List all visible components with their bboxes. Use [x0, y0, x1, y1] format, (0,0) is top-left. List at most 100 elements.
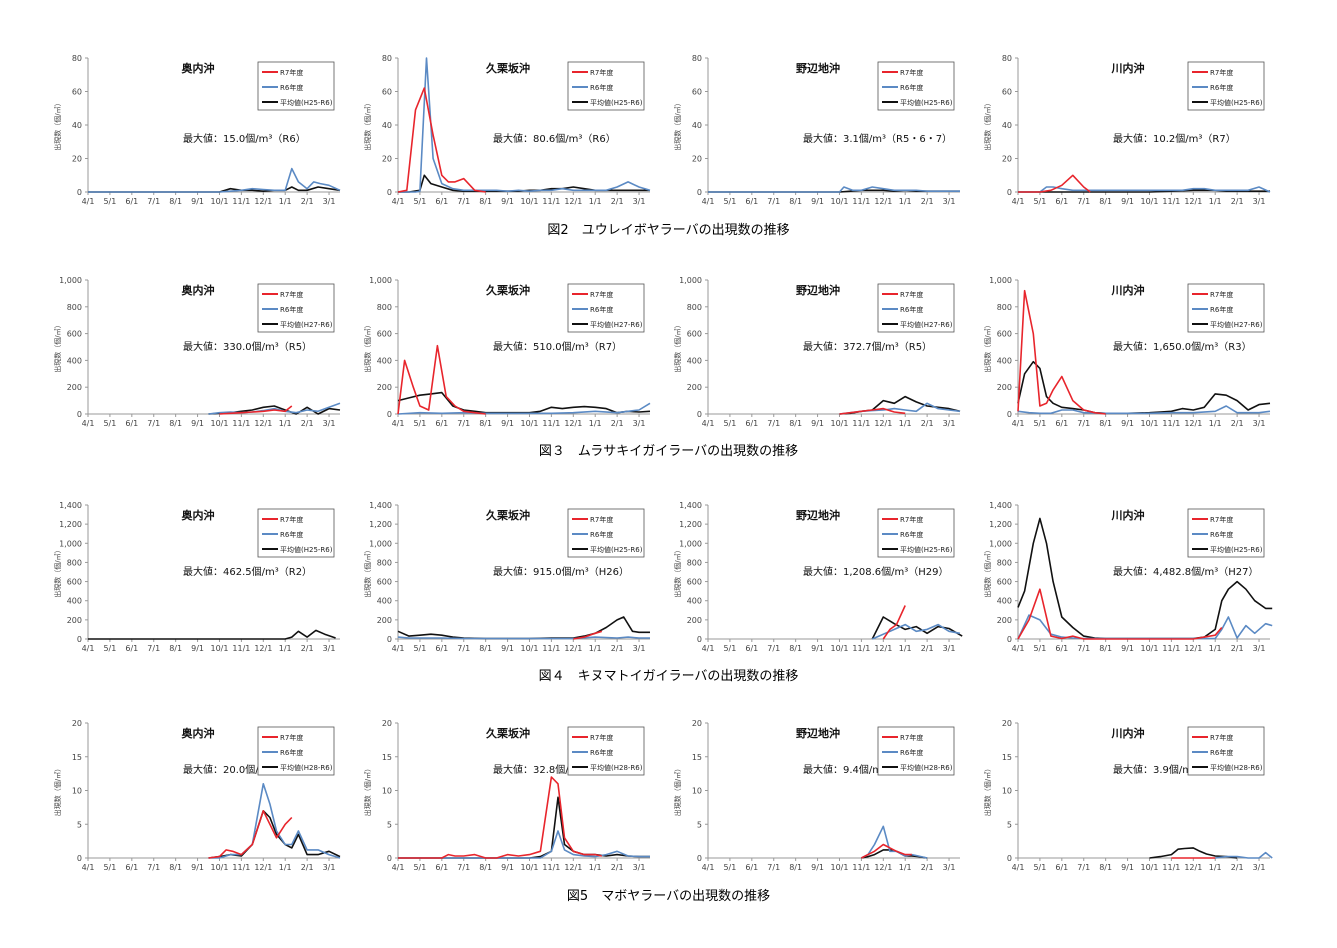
x-tick-label: 1/1 — [279, 419, 292, 428]
x-tick-label: 11/1 — [1162, 863, 1180, 872]
y-tick-label: 1,000 — [679, 539, 702, 548]
chart-panel: 0 20 40 60 80 4/1 5/1 6/1 7/1 8/1 9/1 10/1 11/1 12/1 1… — [983, 54, 1271, 206]
x-tick-label: 11/1 — [232, 197, 250, 206]
y-tick-label: 60 — [382, 88, 392, 97]
legend-r6-label: R6年度 — [590, 83, 613, 92]
chart-panel: 0 20 40 60 80 4/1 5/1 6/1 7/1 8/1 9/1 10/1 11/1 12/1 1… — [53, 54, 341, 206]
y-tick-label: 1,400 — [989, 501, 1012, 510]
x-tick-label: 11/1 — [232, 419, 250, 428]
legend-r7-label: R7年度 — [280, 733, 303, 742]
series-r6-line — [708, 186, 960, 193]
legend-r6-label: R6年度 — [1210, 748, 1233, 757]
x-tick-label: 8/1 — [789, 644, 802, 653]
legend-avg-label: 平均値(H27-R6) — [280, 320, 333, 329]
x-tick-label: 7/1 — [767, 863, 780, 872]
y-tick-label: 40 — [72, 121, 82, 130]
x-tick-label: 12/1 — [1184, 644, 1202, 653]
x-tick-label: 10/1 — [210, 863, 228, 872]
x-tick-label: 3/1 — [633, 419, 646, 428]
x-tick-label: 5/1 — [723, 197, 736, 206]
x-tick-label: 5/1 — [103, 197, 116, 206]
y-tick-label: 5 — [387, 820, 392, 829]
series-avg-line — [398, 796, 650, 859]
x-tick-label: 11/1 — [542, 419, 560, 428]
legend-r7-label: R7年度 — [590, 515, 613, 524]
y-tick-label: 10 — [692, 787, 702, 796]
x-tick-label: 8/1 — [169, 644, 182, 653]
series-r6-line — [1017, 614, 1273, 640]
x-tick-label: 2/1 — [301, 644, 314, 653]
legend-avg-label: 平均値(H25-R6) — [900, 545, 953, 554]
x-tick-label: 3/1 — [323, 644, 336, 653]
series-avg-line — [1017, 360, 1271, 415]
x-tick-label: 1/1 — [1209, 197, 1222, 206]
x-tick-label: 3/1 — [323, 197, 336, 206]
x-tick-label: 6/1 — [435, 197, 448, 206]
x-tick-label: 4/1 — [702, 419, 715, 428]
legend-r6-label: R6年度 — [900, 83, 923, 92]
legend-avg-label: 平均値(H27-R6) — [590, 320, 643, 329]
y-tick-label: 800 — [377, 558, 392, 567]
chart-title: 川内沖 — [1111, 61, 1145, 75]
chart-panel: 0 200 400 600 800 1,000 1,200 1,400 4/1 5/1 6/1 7/1… — [53, 501, 340, 653]
x-tick-label: 7/1 — [457, 863, 470, 872]
series-r7-line — [397, 87, 486, 193]
x-tick-label: 3/1 — [323, 863, 336, 872]
max-value-label: 最大値：1,208.6個/m³（H29） — [803, 565, 949, 578]
x-tick-label: 7/1 — [767, 644, 780, 653]
x-tick-label: 4/1 — [392, 863, 405, 872]
x-tick-label: 4/1 — [392, 197, 405, 206]
y-axis-label: 出現数（個/㎥） — [983, 321, 992, 372]
x-tick-label: 10/1 — [830, 644, 848, 653]
x-tick-label: 4/1 — [1012, 863, 1025, 872]
x-tick-label: 10/1 — [210, 419, 228, 428]
series-r6-line — [861, 825, 928, 859]
y-axis-label: 出現数（個/㎥） — [983, 765, 992, 816]
x-tick-label: 3/1 — [633, 644, 646, 653]
chart-title: 奥内沖 — [181, 283, 215, 297]
y-tick-label: 10 — [1002, 787, 1012, 796]
x-tick-label: 3/1 — [943, 197, 956, 206]
x-tick-label: 12/1 — [564, 197, 582, 206]
x-tick-label: 11/1 — [852, 863, 870, 872]
series-avg-line — [397, 391, 651, 414]
legend-r6-label: R6年度 — [900, 305, 923, 314]
y-tick-label: 1,400 — [59, 501, 82, 510]
x-tick-label: 3/1 — [1253, 419, 1266, 428]
chart-title: 奥内沖 — [181, 508, 215, 522]
chart-panel: 0 20 40 60 80 4/1 5/1 6/1 7/1 8/1 9/1 10/1 11/1 12/1 1… — [363, 54, 651, 206]
x-tick-label: 8/1 — [169, 197, 182, 206]
x-tick-label: 6/1 — [745, 197, 758, 206]
x-tick-label: 9/1 — [501, 863, 514, 872]
x-tick-label: 2/1 — [1231, 863, 1244, 872]
x-tick-label: 8/1 — [479, 197, 492, 206]
series-r7-line — [839, 407, 906, 415]
x-tick-label: 8/1 — [1099, 644, 1112, 653]
chart-title: 久栗坂沖 — [486, 726, 530, 740]
x-tick-label: 10/1 — [520, 863, 538, 872]
x-tick-label: 6/1 — [125, 197, 138, 206]
legend-r6-label: R6年度 — [900, 530, 923, 539]
chart-title: 久栗坂沖 — [486, 283, 530, 297]
y-tick-label: 200 — [377, 616, 392, 625]
y-tick-label: 200 — [377, 383, 392, 392]
x-tick-label: 9/1 — [811, 419, 824, 428]
y-tick-label: 40 — [382, 121, 392, 130]
x-tick-label: 2/1 — [1231, 419, 1244, 428]
chart-panel: 0 5 10 15 20 4/1 5/1 6/1 7/1 8/1 9/1 10/1 11/1 12/1 1/… — [53, 719, 341, 872]
y-tick-label: 0 — [77, 635, 82, 644]
x-tick-label: 10/1 — [830, 863, 848, 872]
y-tick-label: 600 — [687, 578, 702, 587]
x-tick-label: 2/1 — [301, 419, 314, 428]
series-r7-line — [1017, 588, 1223, 640]
x-tick-label: 2/1 — [921, 644, 934, 653]
x-tick-label: 4/1 — [392, 419, 405, 428]
y-axis-label: 出現数（個/㎥） — [673, 765, 682, 816]
x-tick-label: 9/1 — [191, 644, 204, 653]
x-tick-label: 12/1 — [564, 419, 582, 428]
x-tick-label: 6/1 — [125, 863, 138, 872]
x-tick-label: 7/1 — [1077, 197, 1090, 206]
chart-title: 野辺地沖 — [796, 283, 840, 297]
x-tick-label: 12/1 — [254, 644, 272, 653]
